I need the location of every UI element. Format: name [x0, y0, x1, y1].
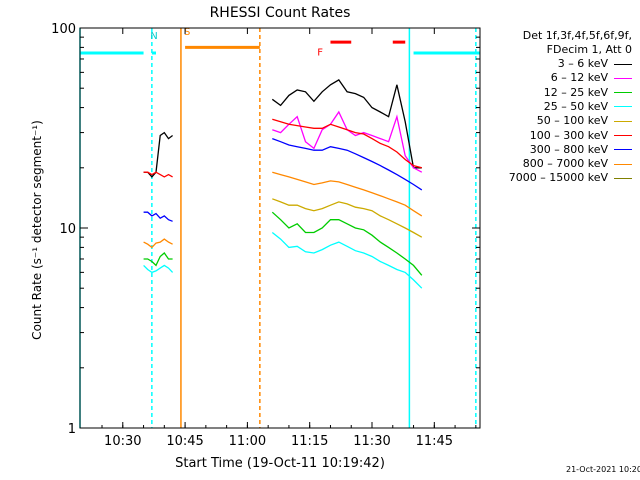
legend-swatch — [614, 92, 632, 94]
legend-item-6: 100 – 300 keV — [530, 129, 632, 142]
axes: 10:30 10:45 11:00 11:15 11:30 11:45 1 10 100 — [51, 22, 480, 449]
legend-swatch — [614, 149, 632, 151]
x-tick-label-3: 11:00 — [229, 434, 266, 449]
x-axis-label: Start Time (19-Oct-11 10:19:42) — [175, 456, 385, 471]
x-tick-label-6: 11:45 — [416, 434, 453, 449]
series-line-3-part-2 — [271, 211, 423, 276]
legend-item-1: 3 – 6 keV — [558, 57, 632, 70]
y-axis-label: Count Rate (s⁻¹ detector segment⁻¹) — [30, 120, 44, 340]
legend-swatch — [614, 77, 632, 79]
legend-label: 100 – 300 keV — [529, 128, 608, 142]
legend-item-7: 300 – 800 keV — [530, 143, 632, 156]
legend-label: 800 – 7000 keV — [522, 157, 608, 171]
plot-frame — [79, 27, 481, 429]
series-line-2-part-1 — [272, 110, 423, 173]
legend-item-4: 25 – 50 keV — [544, 100, 632, 113]
legend-item-9: 7000 – 15000 keV — [509, 171, 632, 184]
legend-header-line-2: FDecim 1, Att 0 — [546, 43, 632, 56]
legend-item-2: 6 – 12 keV — [551, 71, 632, 84]
legend-swatch — [614, 177, 632, 179]
x-tick-label-4: 11:15 — [291, 434, 328, 449]
footer-date: 21-Oct-2021 10:20 — [566, 465, 640, 474]
legend-swatch — [614, 106, 632, 108]
legend-label: 12 – 25 keV — [543, 85, 608, 99]
series-line-8-part-1 — [143, 238, 173, 249]
series-line-1-part-1 — [143, 131, 173, 178]
legend-item-8: 800 – 7000 keV — [523, 157, 632, 170]
legend-label: 7000 – 15000 keV — [508, 171, 608, 185]
series-line-6-part-1 — [143, 171, 173, 178]
y-tick-label-1: 1 — [68, 422, 76, 437]
series-line-7-part-2 — [272, 137, 423, 191]
series-line-6-part-2 — [272, 118, 422, 169]
series-line-4-part-2 — [271, 231, 423, 289]
legend-label: 300 – 800 keV — [529, 142, 608, 156]
plot-area: N S F — [79, 27, 480, 428]
legend-header-line-1: Det 1f,3f,4f,5f,6f,9f, — [522, 29, 632, 42]
legend-swatch — [614, 135, 632, 136]
legend-label: 50 – 100 keV — [536, 114, 608, 128]
legend-label: 3 – 6 keV — [557, 57, 608, 70]
legend-swatch — [614, 120, 632, 122]
legend-label: 6 – 12 keV — [550, 71, 608, 85]
annotation-s: S — [184, 27, 190, 38]
x-tick-label-1: 10:30 — [104, 434, 141, 449]
y-tick-label-3: 100 — [51, 22, 76, 37]
series-line-3-part-1 — [143, 252, 173, 267]
legend-swatch — [614, 63, 632, 65]
x-tick-label-5: 11:30 — [353, 434, 390, 449]
series-line-8-part-2 — [272, 171, 423, 217]
legend-item-3: 12 – 25 keV — [544, 86, 632, 99]
legend-label: 25 – 50 keV — [543, 99, 608, 113]
series-line-5-part-1 — [272, 198, 423, 238]
annotation-f: F — [317, 47, 323, 58]
chart-title: RHESSI Count Rates — [210, 5, 351, 21]
series-line-4-part-1 — [143, 264, 174, 274]
legend-item-5: 50 – 100 keV — [537, 114, 632, 127]
annotation-n: N — [150, 31, 157, 42]
y-tick-label-2: 10 — [59, 222, 76, 237]
series-line-1-part-2 — [271, 79, 422, 169]
legend-swatch — [614, 163, 632, 165]
x-tick-label-2: 10:45 — [166, 434, 203, 449]
series-line-7-part-1 — [143, 211, 173, 222]
